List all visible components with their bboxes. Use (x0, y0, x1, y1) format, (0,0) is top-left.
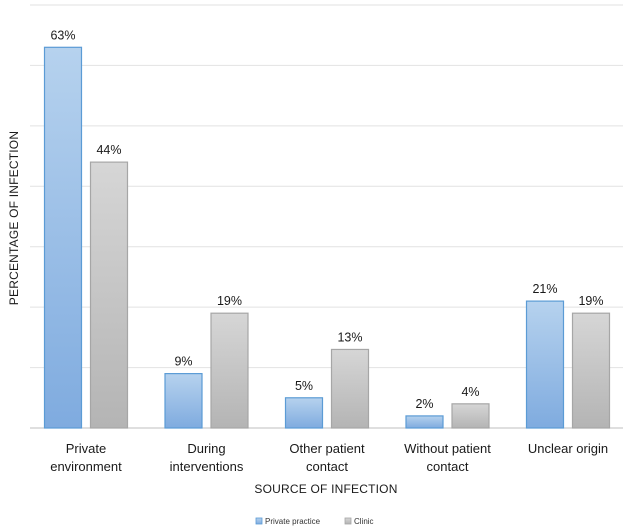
bar-clinic (89, 161, 129, 429)
data-label-private-practice: 21% (532, 282, 557, 296)
x-tick-label: Without patient contact (404, 441, 491, 474)
bar-private-practice (525, 300, 565, 429)
bar-private-practice (164, 373, 203, 429)
data-labels: 63% 44% 9% 19% 5% 13% 2% 4% 21% 19% (50, 28, 603, 411)
legend-label-private-practice: Private practice (265, 517, 321, 526)
bar-private-practice (43, 46, 83, 429)
x-tick-label-line: contact (306, 459, 348, 474)
x-tick-label-line: Private (66, 441, 106, 456)
legend: Private practice Clinic (255, 517, 374, 526)
x-tick-label-line: contact (427, 459, 469, 474)
data-label-private-practice: 5% (295, 379, 313, 393)
bar-clinic (210, 312, 249, 429)
x-tick-label-line: environment (50, 459, 122, 474)
data-label-private-practice: 63% (50, 28, 75, 42)
x-axis-title: SOURCE OF INFECTION (254, 482, 397, 496)
bar-clinic (571, 312, 611, 429)
x-tick-labels: Private environment During interventions Oth… (50, 441, 608, 474)
x-tick-label: During interventions (170, 441, 244, 474)
data-label-private-practice: 2% (415, 397, 433, 411)
x-tick-label: Other patient contact (289, 441, 365, 474)
data-label-clinic: 19% (578, 294, 603, 308)
y-axis-title: PERCENTAGE OF INFECTION (7, 131, 21, 305)
gridlines (30, 4, 623, 429)
x-tick-label-line: interventions (170, 459, 244, 474)
x-tick-label-line: During (187, 441, 225, 456)
data-label-clinic: 44% (96, 143, 121, 157)
bar-private-practice (405, 415, 444, 429)
x-tick-label-line: Other patient (289, 441, 365, 456)
x-tick-label: Private environment (50, 441, 122, 474)
x-tick-label-line: Unclear origin (528, 441, 608, 456)
data-label-clinic: 19% (217, 294, 242, 308)
bar-private-practice (284, 397, 324, 429)
data-label-clinic: 4% (461, 385, 479, 399)
legend-swatch-private-practice (255, 517, 263, 525)
data-label-private-practice: 9% (174, 355, 192, 369)
bar-clinic (330, 348, 370, 429)
x-tick-label-line: Without patient (404, 441, 491, 456)
bars (43, 46, 611, 429)
data-label-clinic: 13% (337, 330, 362, 344)
legend-label-clinic: Clinic (354, 517, 374, 526)
legend-swatch-clinic (344, 517, 352, 525)
x-tick-label: Unclear origin (528, 441, 608, 456)
bar-clinic (451, 403, 490, 429)
